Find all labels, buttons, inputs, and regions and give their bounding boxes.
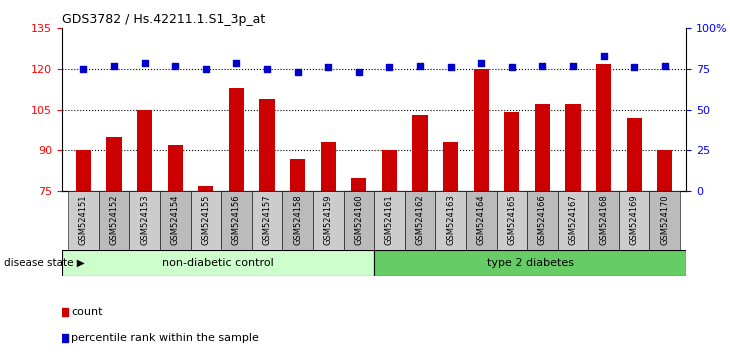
Point: [323, 64, 334, 70]
Point: [445, 64, 456, 70]
Bar: [129, 191, 160, 250]
Bar: [626, 118, 642, 191]
Bar: [76, 150, 91, 191]
Text: GSM524157: GSM524157: [263, 194, 272, 245]
Bar: [588, 191, 619, 250]
Text: GSM524160: GSM524160: [354, 194, 364, 245]
Text: GSM524169: GSM524169: [630, 194, 639, 245]
Point: [598, 53, 610, 59]
Text: GSM524168: GSM524168: [599, 194, 608, 245]
Text: GSM524161: GSM524161: [385, 194, 394, 245]
Bar: [474, 69, 489, 191]
Bar: [351, 178, 366, 191]
Bar: [344, 191, 374, 250]
Bar: [62, 250, 374, 276]
Point: [261, 66, 273, 72]
Text: GSM524151: GSM524151: [79, 194, 88, 245]
Point: [231, 60, 242, 65]
Bar: [619, 191, 650, 250]
Point: [77, 66, 89, 72]
Bar: [650, 191, 680, 250]
Point: [353, 69, 365, 75]
Point: [414, 63, 426, 69]
Bar: [259, 99, 274, 191]
Point: [475, 60, 487, 65]
Point: [629, 64, 640, 70]
Point: [255, 238, 267, 243]
Bar: [137, 110, 153, 191]
Point: [292, 69, 304, 75]
Text: GSM524159: GSM524159: [323, 194, 333, 245]
Bar: [382, 150, 397, 191]
Bar: [99, 191, 129, 250]
Bar: [527, 191, 558, 250]
Text: GSM524166: GSM524166: [538, 194, 547, 245]
Bar: [374, 250, 686, 276]
Bar: [228, 88, 244, 191]
Bar: [596, 64, 611, 191]
Point: [537, 63, 548, 69]
Bar: [404, 191, 435, 250]
Text: GSM524156: GSM524156: [232, 194, 241, 245]
Bar: [558, 191, 588, 250]
Point: [108, 63, 120, 69]
Text: count: count: [72, 307, 103, 318]
Text: GSM524153: GSM524153: [140, 194, 149, 245]
Text: disease state ▶: disease state ▶: [4, 258, 85, 268]
Bar: [535, 104, 550, 191]
Point: [383, 64, 395, 70]
Point: [659, 63, 671, 69]
Bar: [283, 191, 313, 250]
Text: GSM524154: GSM524154: [171, 194, 180, 245]
Bar: [168, 145, 183, 191]
Bar: [290, 159, 305, 191]
Text: GSM524170: GSM524170: [660, 194, 669, 245]
Text: non-diabetic control: non-diabetic control: [162, 258, 274, 268]
Bar: [412, 115, 428, 191]
Point: [169, 63, 181, 69]
Point: [255, 7, 267, 13]
Text: percentile rank within the sample: percentile rank within the sample: [72, 333, 259, 343]
Bar: [107, 137, 122, 191]
Bar: [68, 191, 99, 250]
Bar: [565, 104, 580, 191]
Text: GSM524162: GSM524162: [415, 194, 425, 245]
Text: GSM524158: GSM524158: [293, 194, 302, 245]
Text: GSM524164: GSM524164: [477, 194, 485, 245]
Text: GSM524152: GSM524152: [110, 194, 118, 245]
Bar: [504, 113, 520, 191]
Bar: [160, 191, 191, 250]
Text: GSM524155: GSM524155: [201, 194, 210, 245]
Point: [506, 64, 518, 70]
Point: [200, 66, 212, 72]
Bar: [221, 191, 252, 250]
Point: [567, 63, 579, 69]
Text: GSM524163: GSM524163: [446, 194, 455, 245]
Bar: [466, 191, 496, 250]
Bar: [374, 191, 404, 250]
Text: GSM524167: GSM524167: [569, 194, 577, 245]
Bar: [252, 191, 283, 250]
Bar: [191, 191, 221, 250]
Point: [139, 60, 150, 65]
Bar: [320, 142, 336, 191]
Bar: [199, 186, 213, 191]
Text: GSM524165: GSM524165: [507, 194, 516, 245]
Text: GDS3782 / Hs.42211.1.S1_3p_at: GDS3782 / Hs.42211.1.S1_3p_at: [62, 13, 265, 26]
Text: type 2 diabetes: type 2 diabetes: [487, 258, 574, 268]
Bar: [313, 191, 344, 250]
Bar: [435, 191, 466, 250]
Bar: [443, 142, 458, 191]
Bar: [496, 191, 527, 250]
Bar: [657, 150, 672, 191]
